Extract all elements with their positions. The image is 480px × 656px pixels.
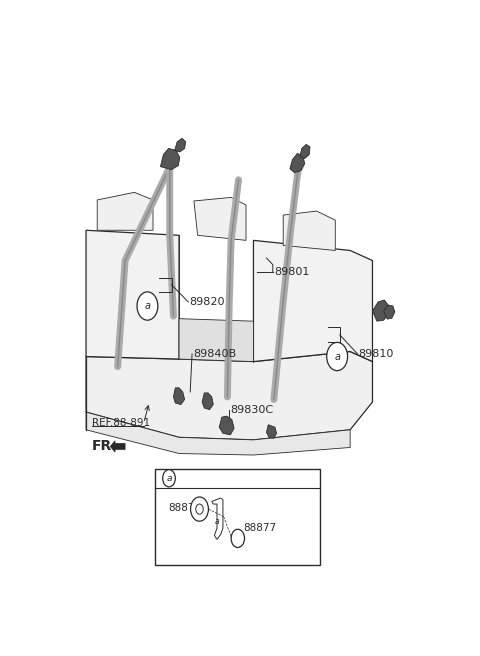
- Text: a: a: [334, 352, 340, 361]
- Text: 88877: 88877: [243, 523, 276, 533]
- Circle shape: [327, 342, 348, 371]
- Polygon shape: [372, 300, 389, 321]
- Text: REF.88-891: REF.88-891: [92, 419, 150, 428]
- Polygon shape: [86, 352, 372, 440]
- Polygon shape: [202, 393, 213, 409]
- Polygon shape: [384, 305, 395, 319]
- Polygon shape: [179, 319, 253, 361]
- Text: a: a: [215, 517, 220, 526]
- Polygon shape: [173, 388, 185, 405]
- Polygon shape: [194, 197, 246, 240]
- Polygon shape: [175, 138, 186, 152]
- Polygon shape: [219, 416, 234, 435]
- Polygon shape: [290, 154, 305, 173]
- Polygon shape: [300, 144, 310, 159]
- Polygon shape: [253, 240, 372, 361]
- Text: a: a: [144, 301, 150, 311]
- Text: 89820: 89820: [190, 297, 225, 307]
- Text: a: a: [166, 474, 172, 483]
- Polygon shape: [283, 211, 335, 251]
- Text: 88878: 88878: [168, 503, 201, 513]
- Polygon shape: [160, 148, 180, 170]
- Polygon shape: [266, 424, 276, 438]
- Text: 89801: 89801: [274, 267, 309, 277]
- Circle shape: [231, 529, 244, 548]
- Text: 89840B: 89840B: [193, 349, 236, 359]
- Polygon shape: [110, 441, 125, 452]
- Polygon shape: [86, 412, 350, 455]
- Text: 89810: 89810: [359, 349, 394, 359]
- Polygon shape: [86, 230, 179, 359]
- Bar: [155, 468, 321, 565]
- Polygon shape: [97, 192, 153, 230]
- Text: FR.: FR.: [92, 440, 118, 453]
- Text: 89830C: 89830C: [230, 405, 274, 415]
- Circle shape: [137, 292, 158, 320]
- Circle shape: [191, 497, 208, 522]
- Circle shape: [163, 470, 175, 487]
